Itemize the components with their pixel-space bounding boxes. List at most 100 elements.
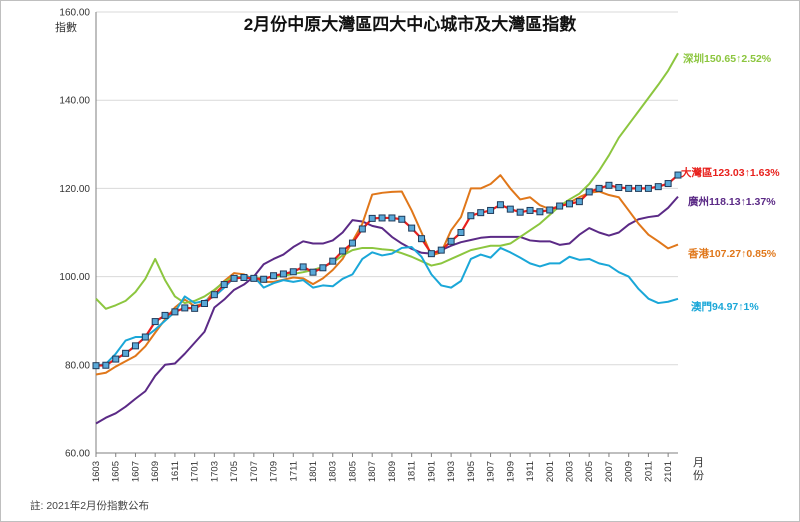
data-point-marker <box>368 214 376 222</box>
data-point-marker <box>437 246 445 254</box>
x-tick-label: 1909 <box>505 461 516 482</box>
data-point-marker <box>625 184 633 192</box>
data-point-marker <box>556 202 564 210</box>
data-point-marker <box>201 300 209 307</box>
data-point-marker <box>447 237 455 245</box>
data-point-marker <box>319 264 327 272</box>
x-tick-label: 2003 <box>564 461 575 482</box>
data-point-marker <box>674 171 682 179</box>
data-point-marker <box>378 214 386 222</box>
data-point-marker <box>122 349 130 357</box>
data-point-marker <box>191 304 199 312</box>
x-tick-label: 2009 <box>624 461 635 482</box>
data-point-marker <box>210 291 218 299</box>
x-tick-label: 1911 <box>525 461 536 481</box>
series-label-0: 深圳150.65↑2.52% <box>683 52 772 65</box>
x-tick-label: 1807 <box>367 461 378 482</box>
x-tick-label: 2007 <box>604 461 615 482</box>
data-point-marker <box>161 311 169 319</box>
x-tick-label: 1905 <box>466 461 477 482</box>
data-point-marker <box>418 235 426 243</box>
data-point-marker <box>270 272 278 280</box>
x-tick-label: 1803 <box>328 461 339 482</box>
x-tick-label: 1605 <box>111 461 122 482</box>
x-tick-label: 1705 <box>229 461 240 482</box>
data-point-marker <box>516 208 524 216</box>
x-tick-label: 1801 <box>308 461 319 482</box>
data-point-marker <box>427 250 435 258</box>
data-point-marker <box>358 225 366 233</box>
data-point-marker <box>329 257 337 265</box>
data-point-marker <box>635 184 643 192</box>
data-point-marker <box>644 184 652 192</box>
data-point-marker <box>526 206 534 214</box>
data-point-marker <box>131 342 139 350</box>
data-point-marker <box>309 268 317 276</box>
y-tick-label: 100.00 <box>59 272 90 283</box>
data-point-marker <box>181 304 189 312</box>
x-tick-label: 1903 <box>446 461 457 482</box>
data-point-marker <box>664 180 672 188</box>
x-axis-label: 月份 <box>693 457 704 482</box>
series-label-1: 大灣區123.03↑1.63% <box>681 166 780 179</box>
data-point-marker <box>408 224 416 232</box>
data-point-marker <box>230 274 238 282</box>
series-label-2: 廣州118.13↑1.37% <box>687 195 776 208</box>
x-tick-label: 1611 <box>170 461 181 481</box>
data-point-marker <box>112 355 120 363</box>
x-tick-label: 1711 <box>288 461 299 481</box>
data-point-marker <box>546 206 554 214</box>
data-point-marker <box>487 206 495 214</box>
series-label-4: 澳門94.97↑1% <box>691 300 759 313</box>
data-point-marker <box>654 183 662 191</box>
data-point-marker <box>457 229 465 236</box>
x-tick-label: 1701 <box>190 461 201 482</box>
data-point-marker <box>250 274 258 282</box>
x-tick-label: 1811 <box>407 461 418 481</box>
x-tick-label: 1709 <box>269 461 280 482</box>
data-point-marker <box>260 275 268 283</box>
x-tick-label: 2005 <box>584 461 595 482</box>
footnote: 註: 2021年2月份指數公布 <box>30 499 149 512</box>
series-labels: 廣州118.13↑1.37% 香港107.27↑0.85% 深圳150.65↑2.5… <box>681 52 780 313</box>
x-tick-label: 1603 <box>91 461 102 482</box>
y-axis-label: 指數 <box>55 20 77 34</box>
series-markers <box>92 171 682 370</box>
data-point-marker <box>536 208 544 216</box>
data-point-marker <box>348 239 356 247</box>
y-tick-label: 60.00 <box>65 449 90 460</box>
x-tick-label: 1901 <box>426 461 437 482</box>
x-tick-label: 2101 <box>663 461 674 482</box>
series-label-3: 香港107.27↑0.85% <box>687 247 777 260</box>
data-point-marker <box>289 268 297 276</box>
data-point-marker <box>605 181 613 189</box>
data-point-marker <box>398 215 406 223</box>
data-point-marker <box>151 318 159 326</box>
data-point-marker <box>92 362 100 370</box>
x-tick-labels: 1603 1605 1607 1609 1611 1701 1703 1705 1707 1709… <box>91 461 674 482</box>
x-tick-label: 1805 <box>347 461 358 482</box>
y-tick-label: 80.00 <box>65 360 90 371</box>
x-tick-label: 2001 <box>545 461 556 482</box>
data-point-marker <box>585 188 593 196</box>
x-tick-label: 1809 <box>387 461 398 482</box>
y-tick-labels: 60.00 80.00 100.00 120.00 140.00 160.00 <box>59 8 90 460</box>
axes <box>95 12 678 457</box>
data-point-marker <box>615 184 623 192</box>
x-tick-label: 1607 <box>130 461 141 482</box>
data-point-marker <box>220 281 228 289</box>
y-tick-label: 160.00 <box>59 8 90 19</box>
data-point-marker <box>496 201 504 209</box>
data-point-marker <box>477 209 485 217</box>
x-tick-label: 1907 <box>486 461 497 482</box>
series-line-2 <box>95 195 679 425</box>
data-point-marker <box>595 184 603 192</box>
data-point-marker <box>240 273 248 281</box>
x-tick-label: 1609 <box>150 461 161 482</box>
y-tick-label: 120.00 <box>59 184 90 195</box>
chart-title: 2月份中原大灣區四大中心城市及大灣區指數 <box>244 14 576 34</box>
data-point-marker <box>102 361 110 369</box>
